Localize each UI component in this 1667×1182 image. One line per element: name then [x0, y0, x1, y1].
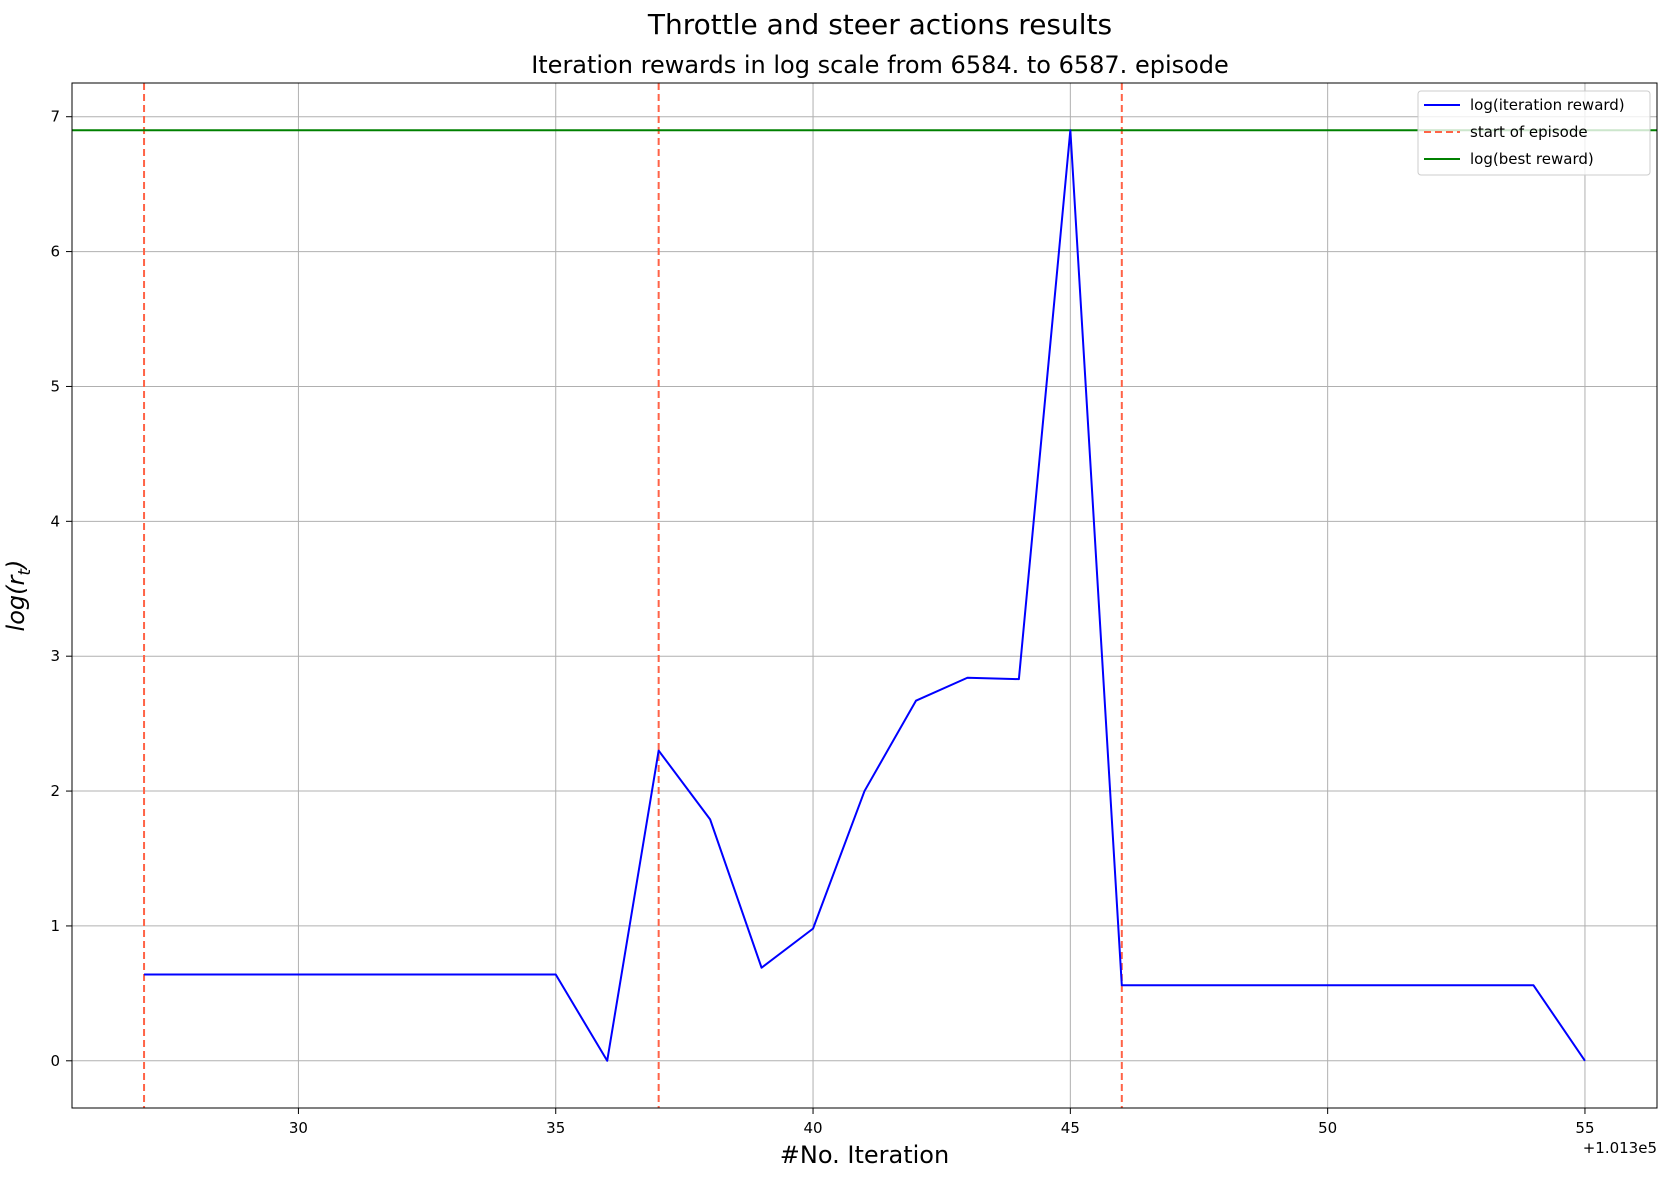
y-tick-label: 0	[50, 1052, 60, 1070]
x-offset-label: +1.013e5	[1583, 1139, 1657, 1157]
chart-subtitle: Iteration rewards in log scale from 6584…	[531, 51, 1229, 79]
iteration-reward-line	[144, 129, 1586, 1062]
plot-frame	[71, 82, 1658, 1109]
grid-lines	[72, 83, 1657, 1108]
x-tick-label: 40	[803, 1119, 822, 1137]
x-tick-label: 35	[546, 1119, 565, 1137]
y-tick-label: 2	[50, 782, 60, 800]
y-tick-label: 6	[50, 243, 60, 261]
legend-label-best-reward: log(best reward)	[1470, 150, 1594, 168]
x-tick-label: 45	[1061, 1119, 1080, 1137]
chart-title: Throttle and steer actions results	[647, 8, 1112, 41]
y-axis-label: log(rt)	[2, 560, 35, 632]
y-tick-label: 1	[50, 917, 60, 935]
x-tick-label: 50	[1318, 1119, 1337, 1137]
y-tick-label: 5	[50, 377, 60, 395]
y-axis-label-close: )	[2, 560, 30, 571]
y-axis-label-subscript: t	[15, 568, 35, 576]
y-tick-label: 4	[50, 512, 60, 530]
y-tick-label: 3	[50, 647, 60, 665]
legend-label-start-of-episode: start of episode	[1470, 123, 1588, 141]
series-group	[144, 129, 1586, 1062]
legend-box	[1417, 90, 1651, 176]
legend-label-iteration-reward: log(iteration reward)	[1470, 96, 1625, 114]
y-tick-label: 7	[50, 108, 60, 126]
y-axis-label-base: log(r	[2, 573, 30, 631]
x-tick-label: 55	[1575, 1119, 1594, 1137]
x-axis-ticks: 30 35 40 45 50 55	[289, 1108, 1595, 1137]
legend: log(iteration reward) start of episode l…	[1417, 90, 1651, 176]
x-axis-label: #No. Iteration	[780, 1141, 949, 1169]
episode-start-lines	[143, 83, 1123, 1108]
y-axis-ticks: 0 1 2 3 4 5 6 7	[50, 108, 72, 1070]
x-tick-label: 30	[289, 1119, 308, 1137]
